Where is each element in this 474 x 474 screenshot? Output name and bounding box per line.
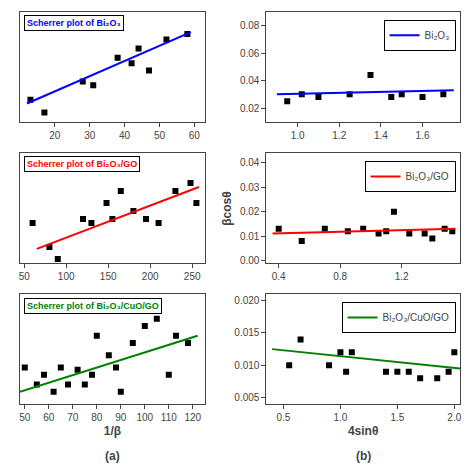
svg-text:1.6: 1.6 xyxy=(416,130,430,141)
svg-text:1.2: 1.2 xyxy=(332,130,346,141)
svg-text:Scherrer plot of Bi₂O₃: Scherrer plot of Bi₂O₃ xyxy=(27,18,121,28)
svg-text:0.04: 0.04 xyxy=(240,75,260,86)
svg-text:0.8: 0.8 xyxy=(333,271,347,282)
svg-text:0.005: 0.005 xyxy=(234,392,259,403)
svg-text:Scherrer plot of Bi₂O₃/CuO/GO: Scherrer plot of Bi₂O₃/CuO/GO xyxy=(27,301,159,311)
svg-text:0.08: 0.08 xyxy=(240,20,260,31)
svg-text:0.020: 0.020 xyxy=(234,295,259,306)
svg-text:50: 50 xyxy=(19,271,31,282)
svg-text:0.00: 0.00 xyxy=(240,255,260,266)
svg-text:4sinθ: 4sinθ xyxy=(348,424,379,438)
svg-text:Bi₂O₃: Bi₂O₃ xyxy=(425,30,450,41)
svg-text:1.4: 1.4 xyxy=(374,130,388,141)
svg-text:20: 20 xyxy=(49,130,61,141)
svg-text:(a): (a) xyxy=(105,449,120,463)
svg-text:200: 200 xyxy=(142,271,159,282)
svg-text:80: 80 xyxy=(91,412,103,423)
svg-text:40: 40 xyxy=(119,130,131,141)
svg-text:110: 110 xyxy=(161,412,177,423)
svg-text:βcosθ: βcosθ xyxy=(220,191,234,226)
svg-text:50: 50 xyxy=(154,130,166,141)
svg-text:1.2: 1.2 xyxy=(395,271,409,282)
svg-text:0.02: 0.02 xyxy=(240,206,260,217)
svg-text:1.0: 1.0 xyxy=(333,412,347,423)
svg-text:0.015: 0.015 xyxy=(234,327,259,338)
svg-text:Scherrer plot of Bi₂O₃/GO: Scherrer plot of Bi₂O₃/GO xyxy=(27,159,137,169)
svg-text:250: 250 xyxy=(184,271,201,282)
svg-text:0.03: 0.03 xyxy=(240,182,260,193)
svg-text:120: 120 xyxy=(184,412,201,423)
svg-text:0.4: 0.4 xyxy=(272,271,286,282)
svg-text:30: 30 xyxy=(84,130,96,141)
svg-text:60: 60 xyxy=(43,412,55,423)
svg-text:Bi₂O₃/CuO/GO: Bi₂O₃/CuO/GO xyxy=(383,312,450,323)
svg-text:(b): (b) xyxy=(356,449,371,463)
svg-text:0.010: 0.010 xyxy=(234,360,259,371)
svg-text:0.5: 0.5 xyxy=(277,412,291,423)
svg-text:0.04: 0.04 xyxy=(240,157,260,168)
svg-text:1/β: 1/β xyxy=(104,424,121,438)
svg-text:50: 50 xyxy=(19,412,31,423)
svg-text:100: 100 xyxy=(58,271,75,282)
svg-text:70: 70 xyxy=(67,412,79,423)
svg-text:100: 100 xyxy=(136,412,153,423)
svg-text:0.02: 0.02 xyxy=(240,103,260,114)
svg-text:1.0: 1.0 xyxy=(291,130,305,141)
svg-text:2.0: 2.0 xyxy=(447,412,461,423)
svg-text:Bi₂O₃/GO: Bi₂O₃/GO xyxy=(406,171,449,182)
svg-text:0.06: 0.06 xyxy=(240,48,260,59)
svg-text:90: 90 xyxy=(115,412,127,423)
svg-text:1.5: 1.5 xyxy=(390,412,404,423)
svg-text:60: 60 xyxy=(189,130,201,141)
svg-text:0.01: 0.01 xyxy=(240,231,260,242)
svg-text:150: 150 xyxy=(100,271,117,282)
